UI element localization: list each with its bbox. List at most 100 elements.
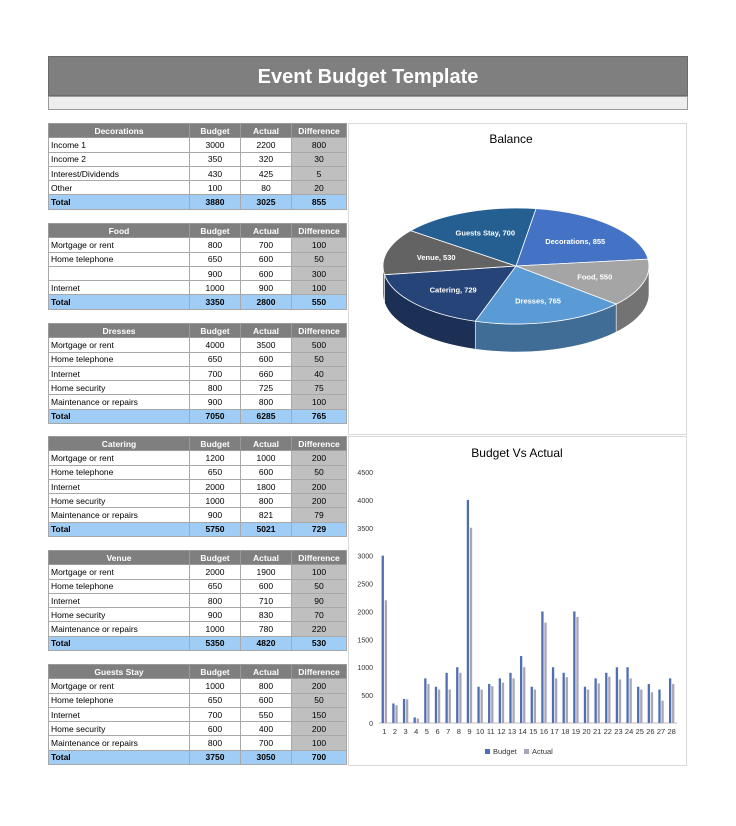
row-label: Home security bbox=[48, 380, 190, 396]
x-tick-label: 8 bbox=[457, 727, 461, 736]
bar-actual bbox=[555, 678, 558, 723]
total-label: Total bbox=[48, 635, 190, 652]
x-tick-label: 12 bbox=[497, 727, 505, 736]
bar-budget bbox=[562, 672, 565, 723]
section-title: Guests Stay bbox=[48, 663, 190, 680]
table-row: Interest/Dividends 430 425 5 bbox=[48, 165, 347, 182]
actual-cell: 600 bbox=[240, 265, 292, 282]
actual-cell: 2200 bbox=[240, 137, 292, 153]
row-label: Maintenance or repairs bbox=[48, 394, 190, 410]
row-label: Maintenance or repairs bbox=[48, 621, 190, 637]
budget-cell: 1000 bbox=[189, 678, 241, 694]
pie-slice bbox=[474, 265, 618, 325]
budget-cell: 1000 bbox=[189, 280, 241, 296]
difference-cell: 200 bbox=[291, 493, 347, 509]
table-row: Mortgage or rent 800 700 100 bbox=[48, 237, 347, 253]
pie-data-label: Decorations, 855 bbox=[545, 237, 605, 246]
x-tick-label: 21 bbox=[593, 727, 601, 736]
x-tick-label: 19 bbox=[572, 727, 580, 736]
bar-budget bbox=[498, 678, 501, 723]
budget-cell: 650 bbox=[189, 578, 241, 594]
budget-cell: 4000 bbox=[189, 337, 241, 353]
budget-table-catering: Catering Budget Actual Difference Mortgage o… bbox=[48, 435, 347, 538]
difference-header: Difference bbox=[291, 122, 347, 139]
budget-table-dresses: Dresses Budget Actual Difference Mortgage or… bbox=[48, 322, 347, 425]
bar-budget bbox=[583, 686, 587, 723]
actual-header: Actual bbox=[240, 549, 292, 566]
budget-cell: 430 bbox=[189, 165, 241, 182]
bar-budget bbox=[658, 689, 661, 723]
bar-budget bbox=[530, 686, 533, 723]
y-tick-label: 4000 bbox=[357, 498, 373, 505]
page-title: Event Budget Template bbox=[48, 56, 688, 96]
budget-cell: 2000 bbox=[189, 478, 241, 495]
x-tick-label: 18 bbox=[561, 727, 569, 736]
difference-header: Difference bbox=[291, 322, 347, 339]
budget-cell: 900 bbox=[189, 607, 241, 623]
bar-budget bbox=[445, 672, 448, 723]
y-tick-label: 3500 bbox=[357, 526, 373, 533]
difference-header: Difference bbox=[291, 435, 347, 452]
row-label: Interest/Dividends bbox=[48, 165, 190, 182]
difference-cell: 50 bbox=[291, 464, 347, 480]
bar-actual bbox=[640, 689, 643, 723]
bar-actual bbox=[618, 679, 622, 723]
legend-label: Budget bbox=[493, 747, 518, 756]
row-label: Mortgage or rent bbox=[48, 337, 190, 353]
bar-actual bbox=[459, 672, 462, 723]
y-tick-label: 500 bbox=[361, 693, 373, 700]
total-label: Total bbox=[48, 521, 190, 538]
title-subbar bbox=[48, 96, 688, 110]
budget-header: Budget bbox=[189, 435, 241, 452]
actual-cell: 830 bbox=[240, 607, 292, 623]
actual-cell: 80 bbox=[240, 180, 292, 196]
total-row: Total 5750 5021 729 bbox=[48, 521, 347, 538]
table-row: Income 2 350 320 30 bbox=[48, 151, 347, 167]
total-label: Total bbox=[48, 749, 190, 766]
total-row: Total 3750 3050 700 bbox=[48, 749, 347, 766]
budget-cell: 650 bbox=[189, 464, 241, 480]
legend-swatch bbox=[485, 749, 490, 754]
table-row: Home security 900 830 70 bbox=[48, 607, 347, 623]
bar-actual bbox=[512, 678, 515, 723]
x-tick-label: 2 bbox=[393, 727, 397, 736]
budget-cell: 800 bbox=[189, 380, 241, 396]
row-label: Home security bbox=[48, 721, 190, 737]
bar-actual bbox=[629, 678, 632, 723]
budget-cell: 900 bbox=[189, 507, 241, 523]
budget-cell: 1000 bbox=[189, 621, 241, 637]
bar-budget bbox=[551, 667, 555, 723]
row-label: Home telephone bbox=[48, 464, 190, 480]
bar-actual bbox=[661, 700, 664, 723]
budget-cell: 600 bbox=[189, 721, 241, 737]
budget-table-guests-stay: Guests Stay Budget Actual Difference Mortgag… bbox=[48, 663, 347, 766]
bar-actual bbox=[406, 699, 409, 723]
difference-cell: 200 bbox=[291, 678, 347, 694]
budget-header: Budget bbox=[189, 322, 241, 339]
actual-cell: 800 bbox=[240, 678, 292, 694]
y-tick-label: 3000 bbox=[357, 554, 373, 561]
row-label: Home telephone bbox=[48, 692, 190, 708]
bar-actual bbox=[672, 683, 675, 723]
budget-cell: 1200 bbox=[189, 450, 241, 466]
difference-cell: 100 bbox=[291, 564, 347, 580]
table-header: Venue Budget Actual Difference bbox=[48, 549, 347, 566]
actual-cell: 550 bbox=[240, 706, 292, 723]
y-tick-label: 1500 bbox=[357, 637, 373, 644]
row-label: Home telephone bbox=[48, 578, 190, 594]
bar-budget bbox=[424, 678, 427, 723]
bar-actual bbox=[469, 527, 473, 723]
actual-cell: 400 bbox=[240, 721, 292, 737]
budget-cell: 800 bbox=[189, 592, 241, 609]
y-tick-label: 2000 bbox=[357, 609, 373, 616]
x-tick-label: 9 bbox=[467, 727, 471, 736]
budget-table-venue: Venue Budget Actual Difference Mortgage or r… bbox=[48, 549, 347, 652]
bar-actual bbox=[480, 689, 483, 723]
section-title: Decorations bbox=[48, 122, 190, 139]
table-row: Home telephone 650 600 50 bbox=[48, 578, 347, 594]
table-header: Decorations Budget Actual Difference bbox=[48, 122, 347, 139]
total-budget: 7050 bbox=[189, 408, 241, 425]
budget-cell: 2000 bbox=[189, 564, 241, 580]
bar-budget bbox=[647, 683, 650, 723]
row-label: Internet bbox=[48, 478, 190, 495]
